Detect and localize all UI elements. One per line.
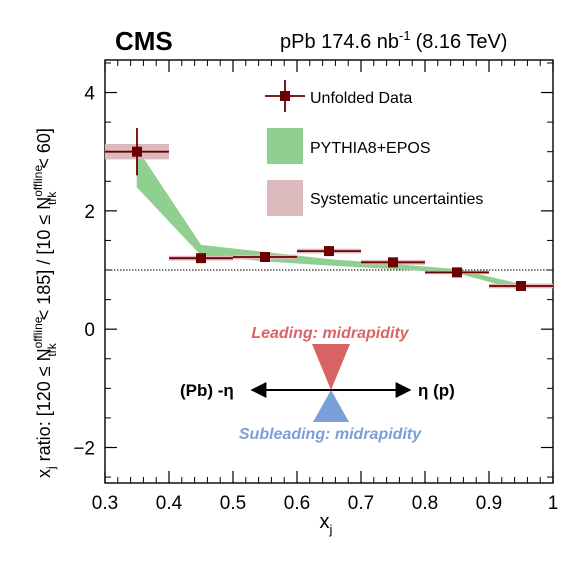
y-axis-label-part3: < 60] [34, 128, 54, 174]
data-points [105, 128, 553, 291]
legend-entry-syst: Systematic uncertainties [267, 180, 483, 216]
x-tick-label: 0.4 [156, 493, 183, 514]
leading-label: Leading: midrapidity [251, 325, 409, 342]
subleading-label: Subleading: midrapidity [239, 426, 422, 443]
data-point [132, 146, 142, 157]
y-axis-label-sup2: offline [31, 165, 45, 197]
x-tick-label: 0.3 [92, 493, 118, 514]
experiment-label: CMS [115, 26, 173, 56]
y-axis-label: xj ratio: [120 ≤ Nofflinetrk < 185] / [1… [31, 128, 59, 478]
data-point [324, 246, 334, 257]
x-tick-label: 0.9 [476, 493, 502, 514]
data-point [516, 280, 526, 291]
y-axis-label-group: xj ratio: [120 ≤ Nofflinetrk < 185] / [1… [31, 128, 59, 478]
y-axis-label-prefix: x [34, 469, 54, 478]
rapidity-diagram: Leading: midrapidity (Pb) -η η (p) Suble… [180, 325, 455, 443]
x-tick-label: 1 [548, 493, 559, 514]
data-point [196, 253, 206, 264]
collision-label: pPb 174.6 nb-1 (8.16 TeV) [280, 28, 507, 53]
y-tick-label: 2 [84, 202, 95, 223]
plot-frame [104, 59, 554, 484]
x-axis-label-main: x [320, 511, 330, 533]
y-axis-label-prefix-sub: j [44, 466, 58, 470]
y-axis-label-part1: ratio: [120 ≤ N [34, 348, 54, 466]
legend-data-marker [280, 91, 290, 101]
legend-model-swatch [267, 128, 303, 164]
model-band [136, 147, 522, 291]
collision-label-main: pPb 174.6 nb [280, 31, 399, 53]
y-tick-label: −2 [73, 439, 95, 460]
x-axis-label: xj [320, 511, 333, 537]
energy-label: (8.16 TeV) [416, 31, 508, 53]
data-point [452, 267, 462, 278]
y-axis-label-sub2: trk [45, 191, 59, 205]
x-tick-label: 0.7 [348, 493, 374, 514]
legend-data-label: Unfolded Data [310, 90, 412, 107]
subleading-triangle [313, 390, 349, 422]
forward-rapidity-label: η (p) [418, 381, 455, 400]
x-tick-label: 0.5 [220, 493, 246, 514]
legend-syst-label: Systematic uncertainties [310, 191, 483, 208]
model-band-group [136, 147, 522, 291]
collision-label-superscript: -1 [399, 28, 411, 43]
legend-syst-swatch [267, 180, 303, 216]
x-tick-label: 0.8 [412, 493, 438, 514]
x-axis-label-sub: j [329, 522, 333, 537]
backward-rapidity-label: (Pb) -η [180, 381, 234, 400]
data-point [260, 252, 270, 263]
y-axis-label-part2: < 185] / [10 ≤ N [34, 197, 54, 325]
y-axis-label-sub1: trk [45, 342, 59, 356]
y-tick-label: 4 [84, 84, 95, 105]
legend-entry-model: PYTHIA8+EPOS [267, 128, 431, 164]
x-tick-label: 0.6 [284, 493, 310, 514]
legend: Unfolded Data PYTHIA8+EPOS Systematic un… [265, 80, 483, 216]
leading-triangle [312, 344, 350, 390]
axis-ticks: 0.3 0.4 0.5 0.6 0.7 0.8 0.9 1 −2 0 2 4 [73, 60, 558, 514]
y-tick-label: 0 [84, 320, 95, 341]
y-axis-label-sup1: offline [31, 316, 45, 348]
legend-model-label: PYTHIA8+EPOS [310, 140, 431, 157]
legend-entry-data: Unfolded Data [265, 80, 412, 112]
data-point [388, 257, 398, 268]
